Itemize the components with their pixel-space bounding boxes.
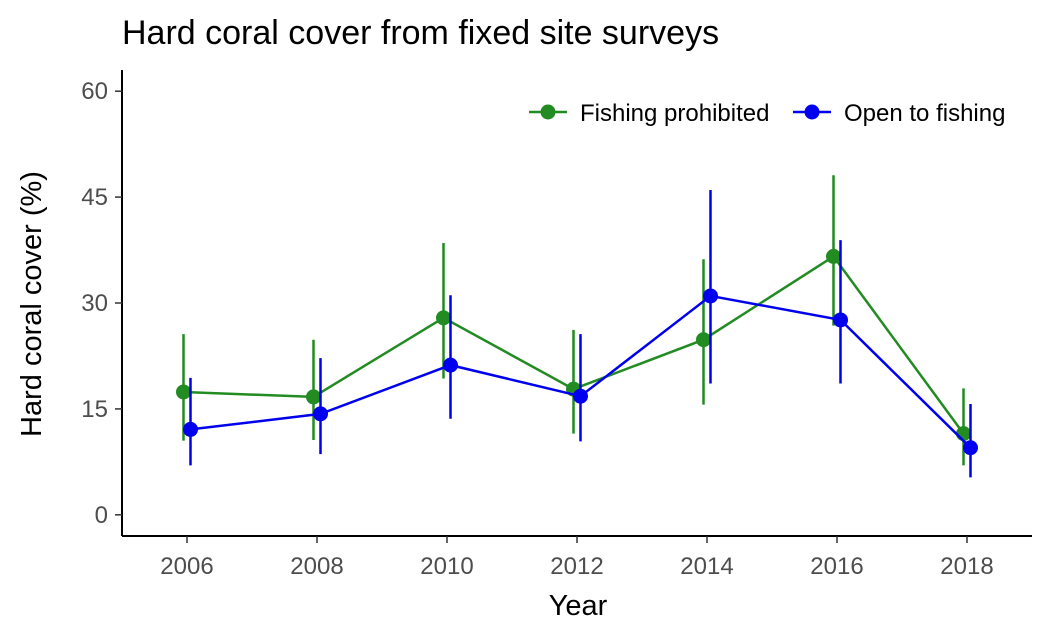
data-point xyxy=(313,406,328,422)
legend-key-point xyxy=(540,104,556,120)
y-tick-label: 0 xyxy=(95,502,108,529)
data-point xyxy=(703,288,718,304)
data-point xyxy=(826,248,841,264)
data-point xyxy=(956,426,971,442)
x-tick-label: 2016 xyxy=(810,553,863,580)
y-tick-label: 45 xyxy=(81,184,108,211)
data-point xyxy=(183,421,198,437)
data-point xyxy=(963,440,978,456)
y-tick-label: 30 xyxy=(81,290,108,317)
data-point xyxy=(176,384,191,400)
legend: Fishing prohibited Open to fishing xyxy=(529,100,1005,127)
x-axis-title: Year xyxy=(549,590,608,622)
axes: 0 15 30 45 60 2006 2008 2010 2012 2014 2016 2018 xyxy=(81,70,1032,580)
y-tick-label: 60 xyxy=(81,78,108,105)
data-point xyxy=(573,388,588,404)
data-marks xyxy=(176,175,978,478)
data-point xyxy=(306,389,321,405)
y-tick-label: 15 xyxy=(81,396,108,423)
legend-label: Fishing prohibited xyxy=(580,100,769,127)
x-tick-label: 2012 xyxy=(550,553,603,580)
x-tick-label: 2018 xyxy=(940,553,993,580)
data-point xyxy=(833,312,848,328)
data-point xyxy=(696,332,711,348)
data-point xyxy=(436,310,451,326)
legend-key-point xyxy=(804,104,820,120)
y-axis-title: Hard coral cover (%) xyxy=(16,171,48,437)
legend-label: Open to fishing xyxy=(844,100,1005,127)
data-point xyxy=(443,357,458,373)
x-tick-label: 2014 xyxy=(680,553,733,580)
x-tick-label: 2010 xyxy=(420,553,473,580)
legend-item-fishing-prohibited: Fishing prohibited xyxy=(529,100,769,127)
legend-item-open-to-fishing: Open to fishing xyxy=(793,100,1005,127)
chart-title: Hard coral cover from fixed site surveys xyxy=(122,14,719,52)
x-tick-label: 2006 xyxy=(160,553,213,580)
series-fishing-prohibited xyxy=(176,175,971,466)
series-open-to-fishing xyxy=(183,190,978,478)
x-tick-label: 2008 xyxy=(290,553,343,580)
